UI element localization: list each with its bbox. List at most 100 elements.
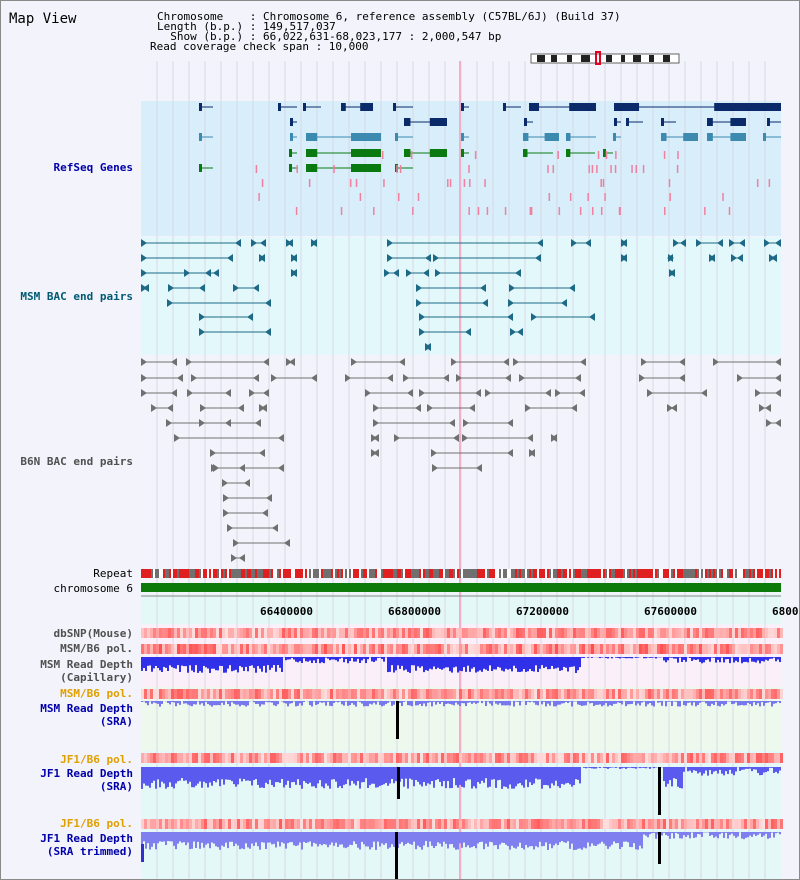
track-label-b6n-bac[interactable]: B6N BAC end pairs xyxy=(20,455,133,468)
pol-heat-cell xyxy=(255,819,258,829)
bac-end-marker xyxy=(222,479,228,487)
repeat-segment xyxy=(671,569,673,578)
pol-heat-cell xyxy=(348,628,351,638)
pol-heat-cell xyxy=(669,628,672,638)
depth-bar xyxy=(479,767,481,784)
pol-heat-cell xyxy=(729,644,732,654)
depth-bar xyxy=(635,657,637,658)
pol-heat-cell xyxy=(507,628,510,638)
pol-heat-cell xyxy=(552,628,555,638)
depth-bar xyxy=(261,832,263,843)
pol-heat-cell xyxy=(603,628,606,638)
depth-bar xyxy=(583,767,585,768)
pol-heat-cell xyxy=(318,819,321,829)
pol-heat-cell xyxy=(396,689,399,699)
depth-bar xyxy=(159,657,161,671)
pol-heat-cell xyxy=(585,689,588,699)
bac-end-marker xyxy=(739,239,745,247)
pol-heat-cell xyxy=(414,644,417,654)
bac-end-marker xyxy=(580,358,586,366)
depth-bar xyxy=(347,832,349,847)
pol-heat-cell xyxy=(297,628,300,638)
depth-bar xyxy=(427,657,429,671)
depth-bar xyxy=(499,832,501,845)
repeat-segment xyxy=(167,569,169,578)
pol-heat-cell xyxy=(573,819,576,829)
repeat-segment xyxy=(465,569,467,578)
pol-heat-cell xyxy=(780,753,783,763)
repeat-segment xyxy=(177,569,179,578)
repeat-segment xyxy=(701,569,703,578)
depth-bar xyxy=(201,657,203,673)
pol-heat-cell xyxy=(339,819,342,829)
depth-bar xyxy=(443,701,445,707)
pol-heat-cell xyxy=(735,644,738,654)
pol-heat-cell xyxy=(630,753,633,763)
track-label-refseq[interactable]: RefSeq Genes xyxy=(53,161,133,174)
bac-end-marker xyxy=(713,358,719,366)
depth-bar xyxy=(667,701,669,702)
pol-heat-cell xyxy=(246,628,249,638)
pol-heat-cell xyxy=(168,819,171,829)
depth-bar xyxy=(533,657,535,672)
bac-end-marker xyxy=(171,389,177,397)
pol-heat-cell xyxy=(339,644,342,654)
pol-heat-cell xyxy=(570,689,573,699)
ideogram-band xyxy=(551,55,557,62)
pol-heat-cell xyxy=(396,753,399,763)
depth-bar xyxy=(727,767,729,775)
repeat-segment xyxy=(165,569,167,578)
pol-heat-cell xyxy=(315,753,318,763)
depth-bar xyxy=(501,832,503,843)
repeat-segment xyxy=(433,569,435,578)
depth-bar xyxy=(167,701,169,704)
track-label-msm-depth-sra-sub: (SRA) xyxy=(99,715,133,728)
pol-heat-cell xyxy=(606,628,609,638)
depth-bar xyxy=(211,701,213,707)
depth-bar xyxy=(171,832,173,842)
pol-heat-cell xyxy=(321,628,324,638)
depth-bar xyxy=(747,701,749,703)
pol-heat-cell xyxy=(603,819,606,829)
pol-heat-cell xyxy=(465,644,468,654)
depth-bar xyxy=(677,657,679,663)
pol-heat-cell xyxy=(255,628,258,638)
pol-heat-cell xyxy=(159,819,162,829)
depth-bar xyxy=(295,832,297,847)
depth-bar xyxy=(481,701,483,704)
depth-bar xyxy=(733,832,735,836)
pol-heat-cell xyxy=(318,628,321,638)
pol-heat-cell xyxy=(435,644,438,654)
pol-heat-cell xyxy=(672,628,675,638)
depth-bar xyxy=(323,767,325,789)
track-label-msm-bac[interactable]: MSM BAC end pairs xyxy=(20,290,133,303)
depth-bar xyxy=(731,701,733,705)
pol-heat-cell xyxy=(732,644,735,654)
depth-bar xyxy=(209,701,211,706)
bac-end-marker xyxy=(233,284,239,292)
depth-bar xyxy=(671,657,673,658)
pol-heat-cell xyxy=(360,689,363,699)
depth-bar xyxy=(469,701,471,703)
depth-bar xyxy=(151,767,153,783)
depth-bar xyxy=(351,657,353,658)
depth-bar xyxy=(761,701,763,703)
refseq-minor-feature xyxy=(504,207,507,215)
pol-heat-cell xyxy=(780,644,783,654)
depth-bar xyxy=(321,657,323,663)
repeat-segment xyxy=(659,569,661,578)
refseq-minor-feature xyxy=(308,179,311,187)
depth-bar xyxy=(407,767,409,789)
refseq-minor-feature xyxy=(373,207,375,215)
depth-bar xyxy=(439,767,441,782)
depth-bar xyxy=(707,701,709,706)
bac-end-marker xyxy=(177,374,183,382)
repeat-segment xyxy=(369,569,371,578)
bac-end-marker xyxy=(262,509,268,517)
pol-heat-cell xyxy=(345,689,348,699)
pol-heat-cell xyxy=(597,644,600,654)
depth-bar xyxy=(205,657,207,668)
depth-bar xyxy=(175,832,177,850)
